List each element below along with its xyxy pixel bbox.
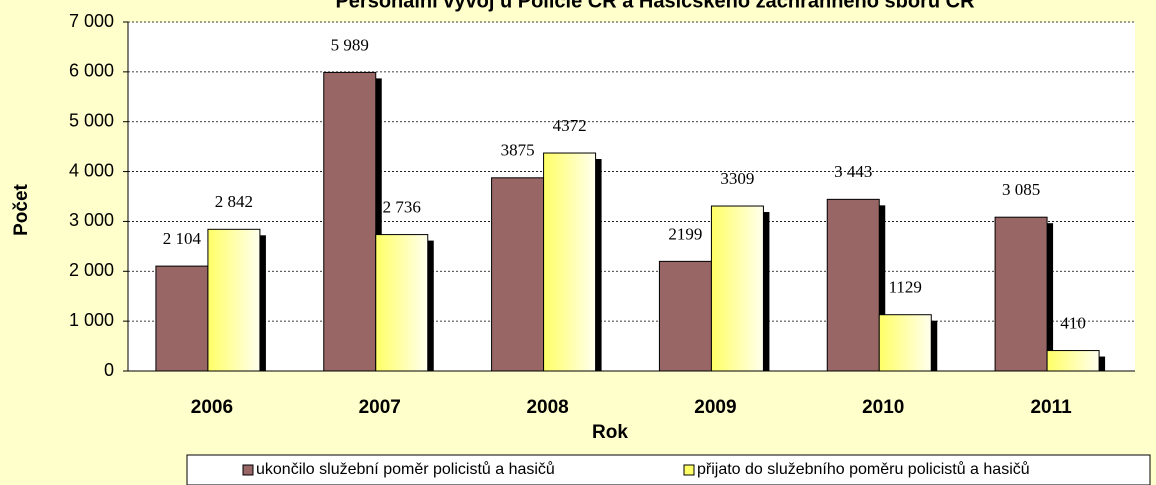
x-axis-label: Rok [592,422,628,443]
bar [658,260,712,372]
plot-area [128,22,1135,371]
bar [1046,350,1100,372]
y-tick-label: 2 000 [69,260,114,280]
y-tick-label: 3 000 [69,210,114,230]
bar [710,205,764,372]
y-tick-label: 5 000 [69,110,114,130]
data-label: 2 104 [163,229,202,248]
data-label: 4372 [553,116,587,135]
bar [323,71,377,372]
bar [826,198,880,372]
bar [491,177,545,372]
y-tick-label: 1 000 [69,310,114,330]
x-tick-label: 2007 [359,397,401,418]
chart-title: Personální vývoj u Policie ČR a Hasičské… [335,0,975,12]
legend-swatch [683,464,695,476]
data-label: 3 085 [1002,180,1040,199]
bar [207,228,261,372]
legend-label: přijato do služebního poměru policistů a… [697,460,1030,478]
x-tick-label: 2008 [526,397,568,418]
data-label: 3875 [501,141,535,160]
x-tick-label: 2010 [862,397,904,418]
data-label: 5 989 [331,35,369,54]
x-tick-label: 2011 [1030,397,1072,418]
bar [155,265,209,372]
y-tick-label: 7 000 [69,11,114,31]
bar [994,216,1048,372]
y-axis-label: Počet [11,183,32,235]
bar [878,314,932,372]
bar [543,152,597,372]
legend [186,454,1151,485]
bar [375,234,429,372]
data-label: 1129 [889,278,922,297]
data-label: 2 736 [383,197,421,216]
legend-label: ukončilo služební poměr policistů a hasi… [256,460,555,478]
data-label: 410 [1060,313,1086,332]
y-tick-label: 6 000 [69,61,114,81]
y-tick-label: 4 000 [69,160,114,180]
data-label: 3309 [720,169,754,188]
x-tick-label: 2009 [694,397,736,418]
y-tick-label: 0 [104,360,114,380]
data-label: 2199 [668,224,702,243]
x-tick-label: 2006 [191,397,233,418]
legend-swatch [242,464,254,476]
data-label: 2 842 [215,192,253,211]
data-label: 3 443 [834,162,872,181]
